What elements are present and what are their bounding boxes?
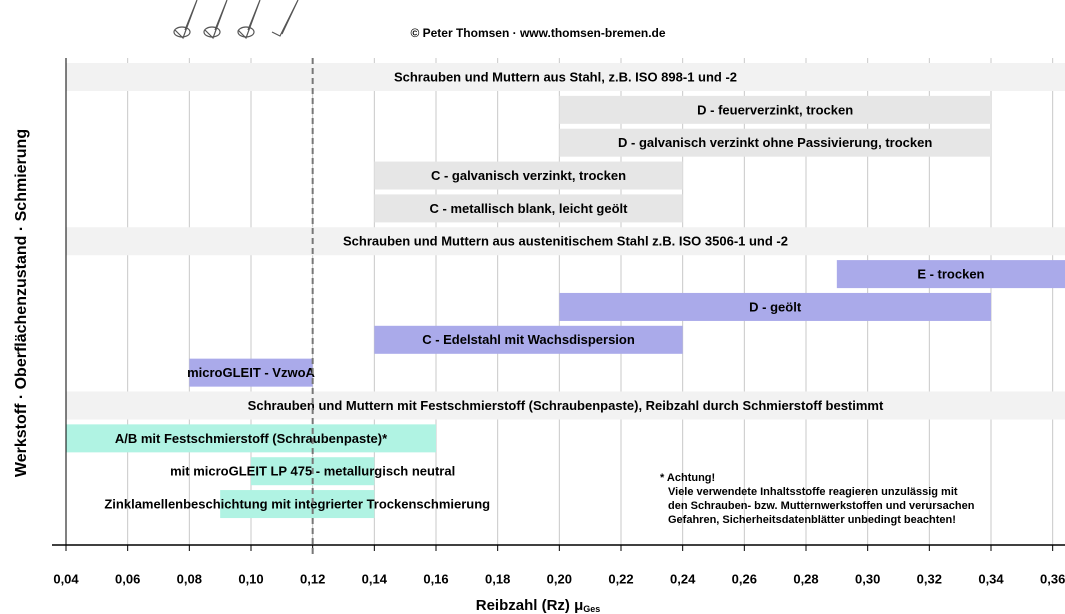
note: * Achtung! Viele verwendete Inhaltsstoffe… [660, 472, 975, 526]
x-tick-label: 0,14 [362, 571, 388, 586]
y-axis-label: Werkstoff · Oberflächenzustand · Schmier… [13, 129, 30, 477]
bar-label: D - galvanisch verzinkt ohne Passivierun… [618, 135, 932, 150]
bars [66, 63, 1065, 518]
x-axis-label: Reibzahl (Rz) μGes [476, 597, 601, 614]
x-tick-label: 0,28 [793, 571, 818, 586]
bar-label: Schrauben und Muttern mit Festschmiersto… [248, 398, 884, 413]
note-line: Viele verwendete Inhaltsstoffe reagieren… [668, 486, 958, 498]
bar-label: C - galvanisch verzinkt, trocken [431, 168, 626, 183]
x-axis-label-sub: Ges [583, 604, 600, 614]
x-tick-label: 0,08 [177, 571, 202, 586]
x-axis-label-text: Reibzahl (Rz) μ [476, 597, 584, 614]
note-line: Gefahren, Sicherheitsdatenblätter unbedi… [668, 514, 956, 526]
bar-labels: Schrauben und Muttern aus Stahl, z.B. IS… [104, 69, 984, 511]
x-tick-label: 0,10 [238, 571, 263, 586]
x-tick-label: 0,06 [115, 571, 140, 586]
x-tick-label: 0,34 [978, 571, 1004, 586]
bar-label: D - geölt [749, 299, 802, 314]
bar-label: C - metallisch blank, leicht geölt [430, 201, 629, 216]
bar-label: Schrauben und Muttern aus Stahl, z.B. IS… [394, 69, 737, 84]
bar-label: C - Edelstahl mit Wachsdispersion [422, 332, 635, 347]
x-tick-label: 0,36 [1040, 571, 1065, 586]
bar-label: E - trocken [917, 267, 984, 282]
bar-label: A/B mit Festschmierstoff (Schraubenpaste… [115, 431, 388, 446]
x-tick-label: 0,22 [608, 571, 633, 586]
bar-label: D - feuerverzinkt, trocken [697, 102, 853, 117]
x-tick-label: 0,04 [53, 571, 79, 586]
bar-label: Zinklamellenbeschichtung mit integrierte… [104, 496, 490, 511]
chart: © Peter Thomsen · www.thomsen-bremen.de … [0, 0, 1065, 614]
x-tick-label: 0,26 [732, 571, 757, 586]
note-line: * Achtung! [660, 472, 715, 484]
x-tick-label: 0,16 [423, 571, 448, 586]
bar-label: Schrauben und Muttern aus austenitischem… [343, 234, 788, 249]
x-tick-label: 0,18 [485, 571, 510, 586]
bar-label: microGLEIT - VzwoA [187, 365, 315, 380]
x-tick-label: 0,32 [917, 571, 942, 586]
screw-icons [174, 0, 298, 38]
note-line: den Schrauben- bzw. Mutternwerkstoffen u… [668, 500, 975, 512]
x-tick-label: 0,24 [670, 571, 696, 586]
x-tick-label: 0,12 [300, 571, 325, 586]
x-tick-label: 0,30 [855, 571, 880, 586]
credit: © Peter Thomsen · www.thomsen-bremen.de [410, 26, 665, 40]
x-tick-label: 0,20 [547, 571, 572, 586]
